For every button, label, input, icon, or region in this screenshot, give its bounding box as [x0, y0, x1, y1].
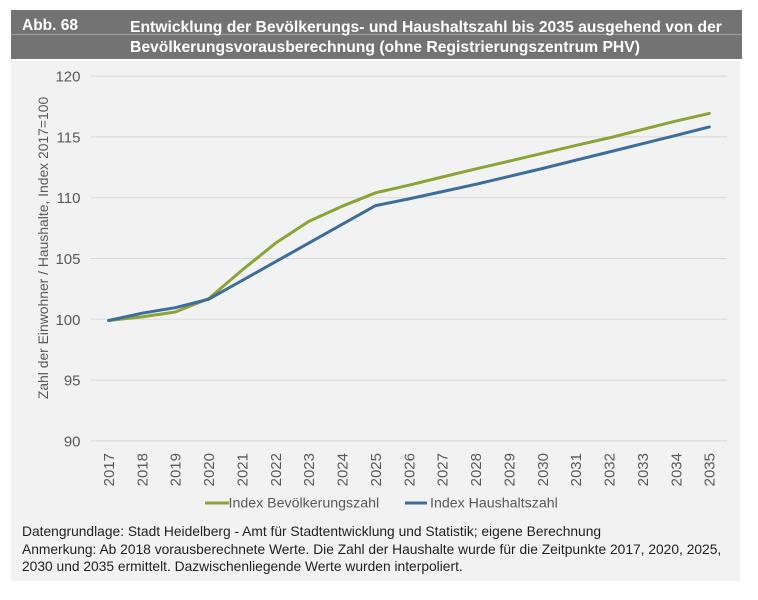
svg-text:110: 110	[57, 190, 81, 207]
svg-text:2031: 2031	[568, 453, 585, 486]
svg-text:2020: 2020	[201, 453, 218, 486]
svg-text:90: 90	[64, 433, 81, 450]
svg-text:2027: 2027	[435, 453, 452, 486]
svg-text:Zahl der Einwohner / Haushalte: Zahl der Einwohner / Haushalte, Index 20…	[35, 97, 51, 400]
svg-text:120: 120	[55, 69, 80, 86]
svg-text:95: 95	[64, 373, 81, 390]
svg-text:2035: 2035	[702, 453, 719, 486]
svg-text:2019: 2019	[168, 453, 185, 486]
svg-text:2022: 2022	[268, 453, 285, 486]
svg-text:105: 105	[55, 251, 80, 268]
svg-text:2029: 2029	[501, 453, 518, 486]
svg-text:2024: 2024	[335, 453, 352, 486]
svg-text:2021: 2021	[235, 453, 252, 486]
svg-text:2030: 2030	[535, 453, 552, 486]
svg-text:2025: 2025	[368, 453, 385, 486]
svg-text:2034: 2034	[668, 453, 685, 486]
svg-text:115: 115	[57, 129, 81, 146]
svg-text:2018: 2018	[134, 453, 151, 486]
svg-text:Index Haushaltszahl: Index Haushaltszahl	[430, 496, 558, 512]
svg-text:2028: 2028	[468, 453, 485, 486]
svg-text:Index Bevölkerungszahl: Index Bevölkerungszahl	[229, 496, 380, 512]
svg-text:2033: 2033	[635, 453, 652, 486]
svg-text:100: 100	[55, 312, 80, 329]
svg-text:2017: 2017	[101, 453, 118, 486]
svg-text:2026: 2026	[401, 453, 418, 486]
svg-text:2032: 2032	[602, 453, 619, 486]
svg-text:2023: 2023	[301, 453, 318, 486]
